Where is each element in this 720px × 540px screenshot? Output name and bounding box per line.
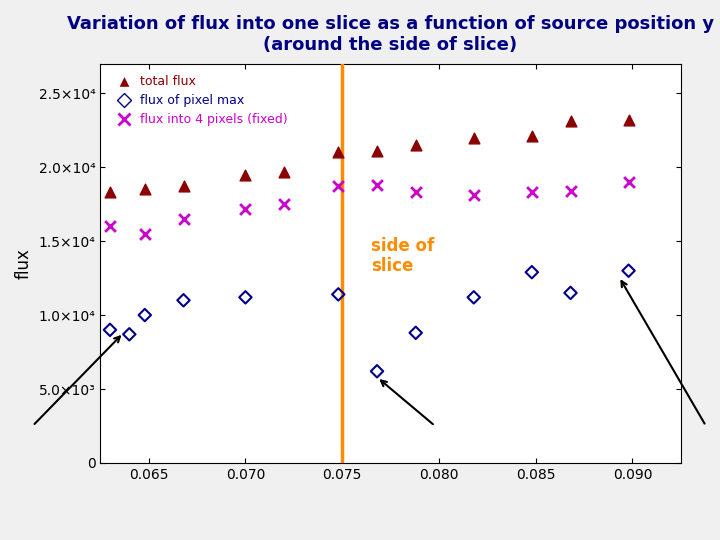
Point <box>279 200 290 208</box>
Point <box>333 182 344 191</box>
Point <box>178 182 189 191</box>
Point <box>564 288 576 297</box>
Point <box>410 141 421 150</box>
Point <box>372 367 383 376</box>
Point <box>240 170 251 179</box>
Point <box>104 222 116 231</box>
Legend: total flux, flux of pixel max, flux into 4 pixels (fixed): total flux, flux of pixel max, flux into… <box>107 70 293 131</box>
Point <box>139 310 150 319</box>
Point <box>468 133 480 142</box>
Point <box>139 230 150 238</box>
Point <box>526 268 538 276</box>
Point <box>333 148 344 157</box>
Point <box>279 167 290 176</box>
Point <box>104 188 116 197</box>
Point <box>178 296 189 305</box>
Point <box>468 191 480 200</box>
Point <box>410 328 421 337</box>
Point <box>124 330 135 339</box>
Point <box>240 293 251 302</box>
Point <box>240 204 251 213</box>
Point <box>372 147 383 156</box>
Point <box>526 188 538 197</box>
Point <box>564 186 576 195</box>
Title: Variation of flux into one slice as a function of source position y
(around the : Variation of flux into one slice as a fu… <box>67 15 714 54</box>
Point <box>623 266 634 275</box>
Point <box>564 117 576 126</box>
Point <box>526 132 538 140</box>
Y-axis label: flux: flux <box>15 248 33 279</box>
Point <box>178 214 189 223</box>
Point <box>468 293 480 302</box>
Point <box>623 178 634 186</box>
Point <box>139 185 150 194</box>
Point <box>372 180 383 189</box>
Point <box>104 326 116 334</box>
Point <box>410 188 421 197</box>
Text: side of
slice: side of slice <box>372 237 434 275</box>
Point <box>333 290 344 299</box>
Point <box>623 116 634 124</box>
